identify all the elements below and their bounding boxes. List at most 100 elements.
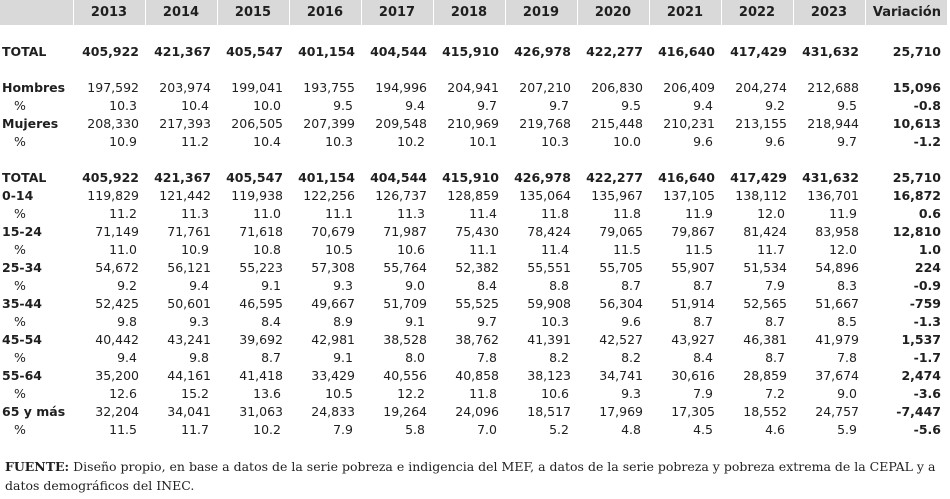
table-cell: 11.3 (397, 206, 425, 221)
spacer-row (0, 61, 947, 79)
table-cell: 10.6 (541, 386, 569, 401)
table-cell: 55,705 (599, 260, 643, 275)
table-cell: 7.0 (477, 422, 497, 437)
table-cell: 71,149 (95, 224, 139, 239)
table-cell: 11.9 (829, 206, 857, 221)
table-cell: 41,391 (527, 332, 571, 347)
table-cell: 17,969 (599, 404, 643, 419)
table-cell: 9.6 (621, 314, 641, 329)
table-cell: 199,041 (231, 80, 283, 95)
table-cell: 54,896 (815, 260, 859, 275)
data-table: 2013 2014 2015 2016 2017 2018 2019 2020 … (0, 0, 947, 439)
variation-cell: 224 (914, 260, 941, 275)
table-cell: 8.7 (261, 350, 281, 365)
row-label: % (14, 206, 26, 221)
table-row: Hombres 197,592 203,974 199,041 193,755 194,9… (0, 79, 947, 97)
table-cell: 40,442 (95, 332, 139, 347)
table-body: TOTAL 405,922 421,367 405,547 401,154 404,544… (0, 25, 947, 439)
variation-cell: 16,872 (892, 188, 941, 203)
table-cell: 10.4 (253, 134, 281, 149)
table-cell: 55,764 (383, 260, 427, 275)
table-cell: 11.2 (109, 206, 137, 221)
table-cell: 203,974 (159, 80, 211, 95)
table-cell: 204,941 (447, 80, 499, 95)
table-cell: 8.0 (405, 350, 425, 365)
header-year: 2022 (720, 0, 793, 25)
table-cell: 55,907 (671, 260, 715, 275)
table-cell: 24,833 (311, 404, 355, 419)
table-cell: 28,859 (743, 368, 787, 383)
header-year: 2019 (504, 0, 577, 25)
table-cell: 40,858 (455, 368, 499, 383)
table-cell: 31,063 (239, 404, 283, 419)
table-row: 15-24 71,149 71,761 71,618 70,679 71,987 75,43… (0, 223, 947, 241)
table-cell: 10.1 (469, 134, 497, 149)
table-cell: 206,505 (231, 116, 283, 131)
header-year: 2013 (72, 0, 145, 25)
table-cell: 42,981 (311, 332, 355, 347)
table-cell: 10.2 (253, 422, 281, 437)
table-cell: 38,123 (527, 368, 571, 383)
table-cell: 49,667 (311, 296, 355, 311)
table-cell: 10.8 (253, 242, 281, 257)
table-cell: 9.2 (765, 98, 785, 113)
table-cell: 50,601 (167, 296, 211, 311)
table-cell: 210,231 (663, 116, 715, 131)
table-cell: 9.0 (405, 278, 425, 293)
table-cell: 8.3 (837, 278, 857, 293)
table-cell: 11.4 (541, 242, 569, 257)
variation-cell: -1.7 (913, 350, 941, 365)
row-label: % (14, 242, 26, 257)
table-cell: 405,922 (82, 44, 139, 59)
table-cell: 78,424 (527, 224, 571, 239)
variation-cell: -1.3 (913, 314, 941, 329)
table-row: 65 y más 32,204 34,041 31,063 24,833 19,264 24… (0, 403, 947, 421)
table-cell: 401,154 (298, 170, 355, 185)
header-year: 2017 (360, 0, 433, 25)
table-cell: 10.5 (325, 386, 353, 401)
table-cell: 217,393 (159, 116, 211, 131)
table-cell: 119,829 (87, 188, 139, 203)
table-cell: 208,330 (87, 116, 139, 131)
row-label: Hombres (2, 80, 66, 95)
table-cell: 7.9 (765, 278, 785, 293)
table-cell: 431,632 (802, 170, 859, 185)
table-cell: 10.2 (397, 134, 425, 149)
table-cell: 405,922 (82, 170, 139, 185)
table-cell: 404,544 (370, 44, 427, 59)
table-cell: 207,210 (519, 80, 571, 95)
table-cell: 9.8 (117, 314, 137, 329)
table-row: Mujeres 208,330 217,393 206,505 207,399 209,5… (0, 115, 947, 133)
row-label: 55-64 (2, 368, 42, 383)
table-cell: 415,910 (442, 44, 499, 59)
table-cell: 137,105 (663, 188, 715, 203)
table-cell: 11.8 (541, 206, 569, 221)
table-cell: 11.1 (469, 242, 497, 257)
header-year: 2015 (216, 0, 289, 25)
variation-cell: 10,613 (892, 116, 941, 131)
header-year: 2021 (648, 0, 721, 25)
table-cell: 10.3 (541, 314, 569, 329)
table-cell: 215,448 (591, 116, 643, 131)
table-cell: 138,112 (735, 188, 787, 203)
table-cell: 12.6 (109, 386, 137, 401)
table-cell: 83,958 (815, 224, 859, 239)
table-cell: 426,978 (514, 44, 571, 59)
header-year: 2023 (792, 0, 865, 25)
variation-cell: 0.6 (918, 206, 941, 221)
table-cell: 194,996 (375, 80, 427, 95)
table-cell: 9.6 (765, 134, 785, 149)
table-cell: 9.4 (405, 98, 425, 113)
table-cell: 431,632 (802, 44, 859, 59)
table-cell: 42,527 (599, 332, 643, 347)
table-cell: 426,978 (514, 170, 571, 185)
table-cell: 51,534 (743, 260, 787, 275)
table-cell: 11.5 (613, 242, 641, 257)
table-cell: 121,442 (159, 188, 211, 203)
table-cell: 417,429 (730, 170, 787, 185)
table-cell: 11.7 (757, 242, 785, 257)
table-cell: 416,640 (658, 44, 715, 59)
table-cell: 37,674 (815, 368, 859, 383)
table-cell: 51,914 (671, 296, 715, 311)
table-cell: 8.8 (549, 278, 569, 293)
